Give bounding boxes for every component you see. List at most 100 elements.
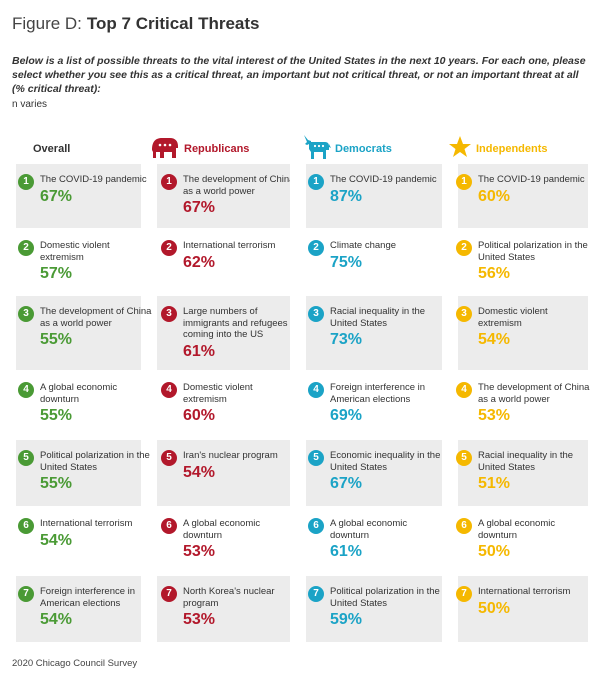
threat-label: The COVID-19 pandemic (40, 174, 147, 185)
threat-value: 55% (40, 331, 73, 348)
threat-value: 53% (478, 407, 511, 424)
threat-label: A global economic downturn (183, 518, 261, 541)
rank-badge: 4 (308, 382, 324, 398)
table-row: 5 Political polarization in the United St… (16, 440, 588, 506)
table-row: 1 The COVID-19 pandemic 67% 1 The developmen… (16, 164, 588, 228)
threat-value: 73% (330, 331, 363, 348)
threat-value: 67% (330, 475, 363, 492)
threat-value: 54% (40, 532, 73, 549)
threat-label: A global economic downturn (330, 518, 408, 541)
elephant-icon (150, 134, 180, 165)
threat-label: Domestic violent extremism (478, 306, 548, 329)
threat-label: A global economic downturn (40, 382, 118, 405)
threat-value: 59% (330, 611, 363, 628)
rank-badge: 5 (456, 450, 472, 466)
rank-badge: 6 (308, 518, 324, 534)
table-row: 6 International terrorism 54% 6 A global eco… (16, 508, 588, 574)
threat-label: The COVID-19 pandemic (478, 174, 585, 185)
threat-label: International terrorism (40, 518, 133, 529)
column-header-democrats: Democrats (301, 134, 392, 164)
figure-title: Figure D: Top 7 Critical Threats (12, 14, 259, 34)
threat-label: International terrorism (478, 586, 571, 597)
threat-label: Large numbers of immigrants and refugees… (183, 306, 288, 340)
threat-value: 50% (478, 600, 511, 617)
rank-badge: 7 (308, 586, 324, 602)
sample-note: n varies (12, 99, 48, 110)
rank-badge: 5 (308, 450, 324, 466)
threat-value: 54% (183, 464, 216, 481)
donkey-icon (301, 133, 331, 166)
threat-label: Political polarization in the United Sta… (478, 240, 588, 263)
threat-value: 62% (183, 254, 216, 271)
threat-value: 53% (183, 611, 216, 628)
threat-value: 87% (330, 188, 363, 205)
column-header-label: Democrats (335, 143, 392, 155)
column-header-independents: Independents (448, 134, 548, 164)
table-row: 4 A global economic downturn 55% 4 Domestic … (16, 372, 590, 438)
rank-badge: 3 (456, 306, 472, 322)
threat-label: Iran's nuclear program (183, 450, 278, 461)
rank-badge: 2 (161, 240, 177, 256)
threat-label: Foreign interference in American electio… (330, 382, 426, 405)
threat-value: 60% (183, 407, 216, 424)
rank-badge: 6 (18, 518, 34, 534)
table-row: 3 The development of China as a world pow… (16, 296, 588, 370)
table-row: 2 Domestic violent extremism 57% 2 Internati… (16, 230, 588, 294)
rank-badge: 2 (18, 240, 34, 256)
rank-badge: 5 (161, 450, 177, 466)
rank-badge: 3 (308, 306, 324, 322)
rank-badge: 1 (456, 174, 472, 190)
column-header-label: Independents (476, 143, 548, 155)
threat-label: Economic inequality in the United States (330, 450, 441, 473)
threat-label: Political polarization in the United Sta… (40, 450, 150, 473)
threat-value: 61% (330, 543, 363, 560)
figure-label: Figure D: (12, 14, 82, 33)
rank-badge: 6 (456, 518, 472, 534)
rank-badge: 2 (308, 240, 324, 256)
survey-question: Below is a list of possible threats to t… (12, 55, 586, 95)
rank-badge: 7 (18, 586, 34, 602)
column-header-label: Republicans (184, 143, 250, 155)
star-icon (448, 135, 472, 164)
rank-badge: 4 (456, 382, 472, 398)
threat-label: The development of China as a world powe… (40, 306, 152, 329)
rank-badge: 3 (161, 306, 177, 322)
threat-value: 54% (478, 331, 511, 348)
figure-heading: Top 7 Critical Threats (86, 14, 260, 33)
threat-value: 50% (478, 543, 511, 560)
threat-label: Political polarization in the United Sta… (330, 586, 440, 609)
column-header-overall: Overall (33, 134, 70, 164)
rank-badge: 3 (18, 306, 34, 322)
rank-badge: 7 (161, 586, 177, 602)
threat-value: 55% (40, 475, 73, 492)
source-note: 2020 Chicago Council Survey (12, 658, 138, 669)
threat-label: The COVID-19 pandemic (330, 174, 437, 185)
rank-badge: 1 (18, 174, 34, 190)
threat-value: 53% (183, 543, 216, 560)
rank-badge: 6 (161, 518, 177, 534)
threat-label: Foreign interference in American electio… (40, 586, 136, 609)
table-row: 7 Foreign interference in American electi… (16, 576, 588, 642)
rank-badge: 1 (308, 174, 324, 190)
threat-label: Racial inequality in the United States (478, 450, 574, 473)
threat-value: 56% (478, 265, 511, 282)
threat-label: Climate change (330, 240, 397, 251)
threat-label: The development of China as a world powe… (478, 382, 590, 405)
threat-label: The development of China as a world powe… (183, 174, 295, 197)
threat-value: 57% (40, 265, 73, 282)
column-headers: Overall Republicans Democrats (0, 134, 600, 164)
column-header-label: Overall (33, 143, 71, 155)
column-header-republicans: Republicans (150, 134, 249, 164)
rank-badge: 4 (18, 382, 34, 398)
threat-label: Racial inequality in the United States (330, 306, 426, 329)
threat-value: 55% (40, 407, 73, 424)
rank-badge: 5 (18, 450, 34, 466)
threat-value: 69% (330, 407, 363, 424)
rank-badge: 4 (161, 382, 177, 398)
threat-value: 67% (40, 188, 73, 205)
threat-value: 67% (183, 199, 216, 216)
threat-value: 60% (478, 188, 511, 205)
threat-value: 51% (478, 475, 511, 492)
threat-label: Domestic violent extremism (183, 382, 253, 405)
threat-value: 54% (40, 611, 73, 628)
